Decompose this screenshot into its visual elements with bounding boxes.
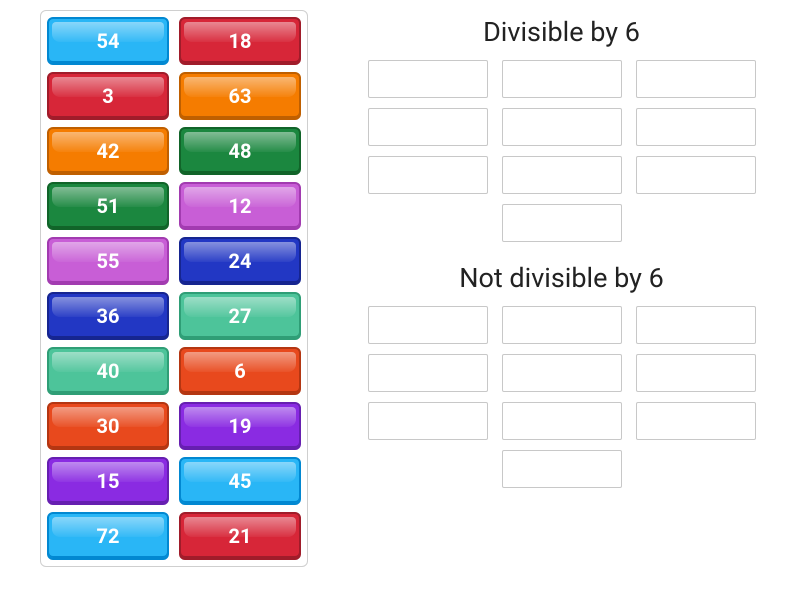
number-tile[interactable]: 63	[179, 72, 301, 120]
drop-slot[interactable]	[636, 156, 756, 194]
drop-group: Not divisible by 6	[363, 262, 760, 488]
number-tile[interactable]: 24	[179, 237, 301, 285]
drop-slot[interactable]	[636, 354, 756, 392]
number-tile[interactable]: 72	[47, 512, 169, 560]
drop-slot[interactable]	[368, 60, 488, 98]
number-tile[interactable]: 19	[179, 402, 301, 450]
drop-slot[interactable]	[636, 108, 756, 146]
number-tile[interactable]: 27	[179, 292, 301, 340]
drop-slot[interactable]	[502, 156, 622, 194]
drop-slot[interactable]	[368, 402, 488, 440]
number-tile[interactable]: 12	[179, 182, 301, 230]
drop-slot[interactable]	[368, 108, 488, 146]
number-tile[interactable]: 30	[47, 402, 169, 450]
group-title: Not divisible by 6	[363, 262, 760, 294]
drop-slot[interactable]	[502, 402, 622, 440]
number-tile[interactable]: 6	[179, 347, 301, 395]
slot-grid	[363, 306, 760, 488]
drop-slot[interactable]	[502, 450, 622, 488]
number-tile[interactable]: 48	[179, 127, 301, 175]
number-tile[interactable]: 21	[179, 512, 301, 560]
drop-slot[interactable]	[502, 354, 622, 392]
number-tile[interactable]: 45	[179, 457, 301, 505]
drop-slot[interactable]	[636, 402, 756, 440]
drop-slot[interactable]	[368, 306, 488, 344]
number-tile[interactable]: 42	[47, 127, 169, 175]
number-tile[interactable]: 51	[47, 182, 169, 230]
drop-slot[interactable]	[636, 306, 756, 344]
drop-slot[interactable]	[636, 60, 756, 98]
drop-slot[interactable]	[502, 108, 622, 146]
slot-grid	[363, 60, 760, 242]
drop-slot[interactable]	[368, 156, 488, 194]
drop-group: Divisible by 6	[363, 16, 760, 242]
number-tile[interactable]: 40	[47, 347, 169, 395]
tile-panel: 54183634248511255243627406301915457221	[40, 10, 308, 567]
number-tile[interactable]: 36	[47, 292, 169, 340]
drop-slot[interactable]	[368, 354, 488, 392]
group-title: Divisible by 6	[363, 16, 760, 48]
number-tile[interactable]: 55	[47, 237, 169, 285]
number-tile[interactable]: 54	[47, 17, 169, 65]
number-tile[interactable]: 15	[47, 457, 169, 505]
main-layout: 54183634248511255243627406301915457221 D…	[0, 0, 800, 577]
drop-groups: Divisible by 6 Not divisible by 6	[363, 10, 760, 567]
drop-slot[interactable]	[502, 60, 622, 98]
drop-slot[interactable]	[502, 306, 622, 344]
number-tile[interactable]: 3	[47, 72, 169, 120]
number-tile[interactable]: 18	[179, 17, 301, 65]
drop-slot[interactable]	[502, 204, 622, 242]
